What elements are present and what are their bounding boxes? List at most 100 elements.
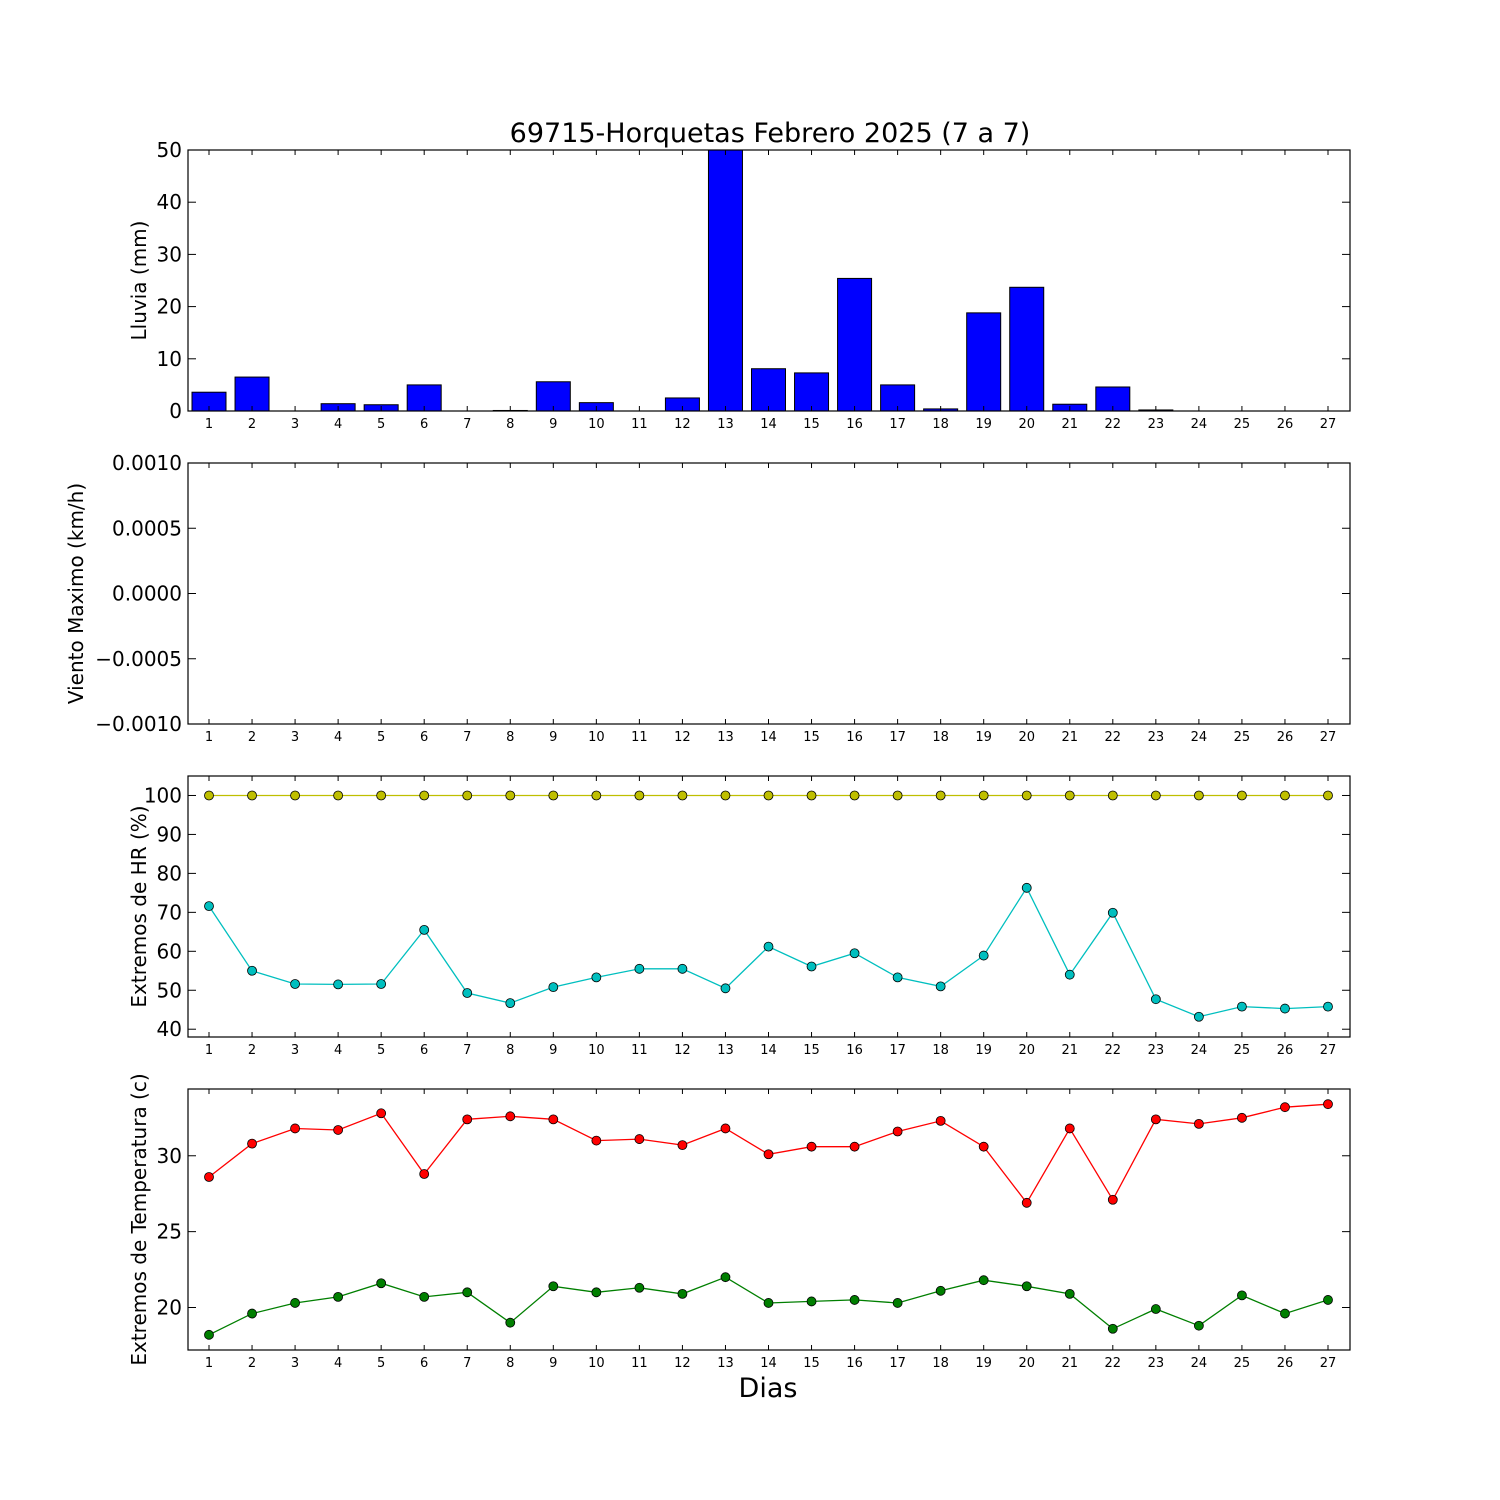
data-point — [677, 790, 688, 801]
x-tick-label: 15 — [803, 1043, 820, 1058]
x-tick-label: 25 — [1234, 730, 1251, 745]
data-point — [1280, 1102, 1290, 1113]
data-point — [720, 983, 731, 994]
data-point — [591, 790, 602, 801]
x-tick-label: 4 — [334, 730, 342, 745]
x-tick-label: 22 — [1105, 417, 1122, 432]
x-tick-label: 24 — [1191, 730, 1208, 745]
data-point — [548, 1281, 559, 1292]
data-point — [1107, 1323, 1118, 1334]
x-tick-label: 1 — [205, 1043, 213, 1058]
x-tick-label: 11 — [631, 1356, 648, 1371]
x-tick-label: 27 — [1320, 1043, 1337, 1058]
x-tick-label: 26 — [1277, 1356, 1294, 1371]
data-point — [1323, 790, 1333, 801]
x-tick-label: 18 — [932, 730, 949, 745]
x-tick-label: 24 — [1191, 1043, 1208, 1058]
data-point — [1107, 790, 1118, 801]
data-point — [290, 1298, 300, 1308]
x-axis-label: Dias — [739, 1373, 798, 1404]
x-tick-label: 24 — [1191, 417, 1208, 432]
data-point — [505, 998, 516, 1009]
rain-bar — [707, 150, 743, 411]
x-tick-label: 6 — [420, 1043, 428, 1058]
y-tick-label: 20 — [157, 1296, 182, 1320]
data-point — [462, 1287, 473, 1298]
y-tick-label: 70 — [157, 900, 182, 924]
data-point — [419, 1169, 430, 1179]
data-point — [505, 790, 516, 801]
y-tick-label: 0.0005 — [112, 516, 182, 540]
data-point — [892, 1298, 903, 1308]
x-tick-label: 14 — [760, 417, 777, 432]
data-point — [1064, 790, 1075, 801]
data-point — [1107, 1194, 1118, 1205]
data-point — [1280, 1003, 1290, 1014]
x-tick-label: 5 — [377, 1043, 385, 1058]
x-tick-label: 20 — [1018, 730, 1035, 745]
x-tick-label: 6 — [420, 730, 428, 745]
data-point — [204, 1172, 214, 1182]
data-point — [634, 1134, 645, 1144]
x-tick-label: 8 — [506, 417, 514, 432]
data-point — [1237, 790, 1247, 801]
data-point — [290, 979, 300, 989]
data-point — [204, 901, 214, 912]
x-tick-label: 22 — [1105, 1356, 1122, 1371]
data-point — [1323, 1295, 1333, 1305]
data-point — [290, 1123, 300, 1134]
x-tick-label: 21 — [1061, 417, 1078, 432]
x-tick-label: 3 — [291, 1043, 299, 1058]
x-tick-label: 19 — [975, 1356, 992, 1371]
data-point — [1237, 1112, 1247, 1123]
data-point — [247, 1138, 257, 1149]
data-point — [290, 790, 300, 801]
data-point — [720, 1123, 731, 1134]
data-point — [763, 1298, 774, 1308]
x-tick-label: 16 — [846, 1356, 863, 1371]
data-point — [849, 948, 860, 959]
y-tick-label: 30 — [157, 242, 182, 266]
x-tick-label: 25 — [1234, 417, 1251, 432]
data-point — [333, 1125, 344, 1135]
y-tick-label: 25 — [157, 1220, 182, 1244]
data-point — [978, 1275, 989, 1286]
x-tick-label: 14 — [760, 730, 777, 745]
data-point — [505, 1111, 516, 1122]
x-tick-label: 16 — [846, 730, 863, 745]
chart-title: 69715-Horquetas Febrero 2025 (7 a 7) — [510, 118, 1031, 149]
y-tick-label: 40 — [157, 1017, 182, 1041]
x-tick-label: 10 — [588, 730, 605, 745]
x-tick-label: 7 — [463, 1043, 471, 1058]
data-point — [849, 790, 860, 801]
y-axis-label: Lluvia (mm) — [127, 221, 151, 341]
humidity-panel: 1 2 3 4 5 6 7 8 9 10 11 12 13 14 15 16 17 18 19 20 21 22 23 24 2… — [127, 775, 1351, 1058]
x-tick-label: 7 — [463, 1356, 471, 1371]
data-point — [892, 1126, 903, 1137]
x-tick-label: 5 — [377, 730, 385, 745]
data-point — [591, 972, 602, 983]
data-point — [247, 965, 257, 976]
x-tick-label: 9 — [549, 417, 557, 432]
data-point — [1193, 1320, 1204, 1331]
x-tick-label: 13 — [717, 1043, 734, 1058]
data-point — [634, 790, 645, 801]
x-tick-label: 21 — [1061, 1043, 1078, 1058]
x-tick-label: 8 — [506, 730, 514, 745]
data-point — [591, 1135, 602, 1146]
data-point — [419, 924, 430, 935]
data-point — [1150, 1304, 1161, 1314]
data-point — [634, 963, 645, 974]
data-point — [677, 1288, 688, 1299]
x-tick-label: 4 — [334, 417, 342, 432]
data-point — [1237, 1290, 1247, 1301]
x-tick-label: 3 — [291, 1356, 299, 1371]
x-tick-label: 22 — [1105, 1043, 1122, 1058]
x-tick-label: 16 — [846, 1043, 863, 1058]
x-tick-label: 27 — [1320, 417, 1337, 432]
x-tick-label: 25 — [1234, 1043, 1251, 1058]
data-point — [1237, 1001, 1247, 1012]
data-point — [1064, 969, 1075, 980]
